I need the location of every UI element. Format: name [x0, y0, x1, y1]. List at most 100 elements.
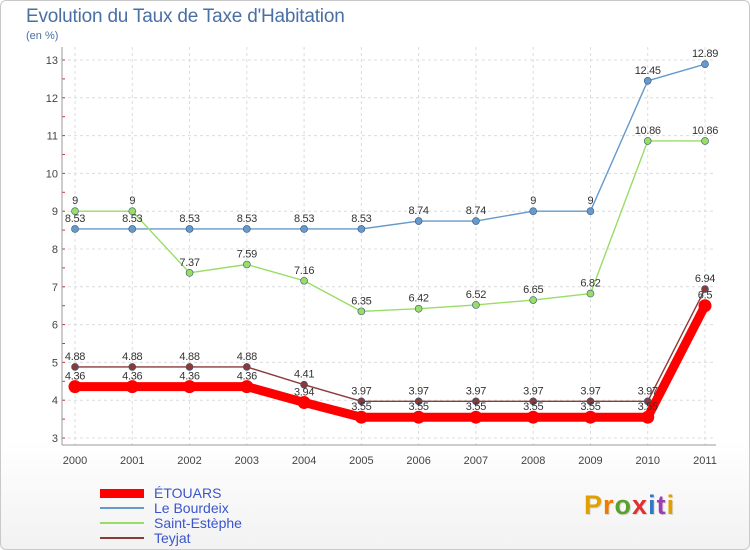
data-label: 3.97: [351, 385, 371, 397]
data-point: [71, 363, 79, 371]
data-point: [529, 397, 537, 406]
data-point: [643, 137, 652, 145]
data-label: 8.74: [409, 205, 429, 217]
data-point: [472, 217, 480, 225]
logo-letter: i: [666, 490, 676, 520]
logo-letter: o: [614, 490, 633, 520]
y-tick-label: 8: [52, 244, 58, 256]
x-tick-label: 2001: [120, 455, 144, 467]
series-line: [75, 288, 706, 403]
x-tick-label: 2005: [349, 455, 373, 467]
data-point: [472, 301, 480, 309]
data-label: 3.97: [638, 385, 658, 397]
data-point: [472, 397, 480, 406]
logo-letter: x: [632, 490, 649, 520]
data-label: 6.82: [580, 278, 600, 290]
data-point: [698, 299, 712, 313]
chart-data-labels: 4.36 4.36 4.36 4.36 3.94 3.55 3.55 3.55 3.55 3.55…: [65, 48, 719, 413]
data-label: 7.16: [294, 265, 314, 277]
logo-letter: r: [603, 490, 615, 520]
plot-area: [62, 47, 716, 445]
data-point: [300, 225, 308, 233]
data-label: 10.86: [692, 125, 718, 137]
data-label: 6.94: [695, 273, 715, 285]
data-label: 12.89: [692, 48, 718, 60]
series-line: [75, 63, 706, 230]
data-point: [300, 276, 308, 285]
data-label: 8.74: [466, 205, 486, 217]
data-point: [128, 207, 137, 215]
chart-unit: (en %): [26, 30, 59, 42]
data-label: 4.36: [237, 371, 257, 383]
data-point: [529, 207, 537, 215]
legend-swatch: [100, 489, 144, 498]
x-tick-label: 2003: [235, 455, 259, 467]
data-point: [414, 397, 423, 406]
data-label: 3.55: [523, 401, 543, 413]
x-tick-label: 2010: [635, 455, 659, 467]
chart-grid: [62, 47, 716, 445]
data-label: 9: [530, 195, 536, 207]
y-tick-label: 3: [52, 433, 58, 445]
data-label: 3.97: [523, 385, 543, 397]
data-point: [185, 225, 194, 233]
x-tick-label: 2004: [292, 455, 316, 467]
y-tick-label: 7: [52, 282, 58, 294]
legend-swatch: [100, 537, 144, 539]
legend-label: Saint-Estèphe: [154, 515, 242, 531]
data-point: [183, 380, 197, 394]
data-label: 4.36: [179, 371, 199, 383]
data-label: 4.41: [294, 369, 314, 381]
data-point: [526, 410, 540, 424]
data-point: [701, 285, 709, 293]
chart-axes: 3 4 5 6 7 8 9 10 11 12 13 2000 2001 2002 2003 2004 2005 2…: [46, 47, 717, 467]
x-tick-label: 2006: [406, 455, 430, 467]
data-label: 3.97: [466, 385, 486, 397]
data-point: [529, 296, 537, 304]
data-label: 8.53: [237, 213, 257, 225]
data-point: [469, 410, 483, 424]
data-label: 4.88: [237, 351, 257, 363]
data-label: 9: [129, 195, 135, 207]
legend-swatch: [100, 522, 144, 524]
data-label: 4.88: [122, 351, 142, 363]
data-point: [412, 410, 426, 424]
data-label: 3.55: [409, 401, 429, 413]
data-point: [357, 225, 366, 233]
data-point: [701, 60, 709, 68]
data-label: 9: [72, 195, 78, 207]
data-point: [414, 304, 423, 313]
data-point: [357, 397, 366, 406]
data-label: 6.35: [351, 295, 371, 307]
data-label: 3.94: [294, 386, 314, 398]
data-label: 4.36: [65, 371, 85, 383]
data-point: [243, 260, 251, 269]
data-point: [586, 289, 595, 298]
x-tick-label: 2007: [464, 455, 488, 467]
data-point: [71, 225, 79, 233]
data-point: [243, 363, 251, 371]
data-point: [641, 410, 655, 424]
data-label: 4.88: [65, 351, 85, 363]
data-label: 9: [588, 195, 594, 207]
data-point: [586, 397, 595, 406]
data-point: [701, 137, 709, 145]
data-label: 8.53: [294, 213, 314, 225]
data-label: 7.59: [237, 248, 257, 260]
data-label: 8.53: [179, 213, 199, 225]
proxiti-logo: Proxiti: [584, 490, 675, 521]
data-label: 3.55: [466, 401, 486, 413]
x-tick-label: 2000: [63, 455, 87, 467]
data-point: [185, 269, 194, 277]
logo-letter: P: [584, 490, 604, 520]
x-tick-label: 2011: [693, 455, 717, 467]
data-label: 12.45: [635, 65, 661, 77]
x-tick-label: 2002: [177, 455, 201, 467]
data-point: [185, 363, 194, 371]
data-point: [414, 217, 423, 225]
data-label: 7.37: [179, 257, 199, 269]
y-tick-label: 12: [46, 93, 58, 105]
series-line: [75, 303, 710, 422]
y-tick-label: 9: [52, 206, 58, 218]
legend-swatch: [100, 507, 144, 509]
